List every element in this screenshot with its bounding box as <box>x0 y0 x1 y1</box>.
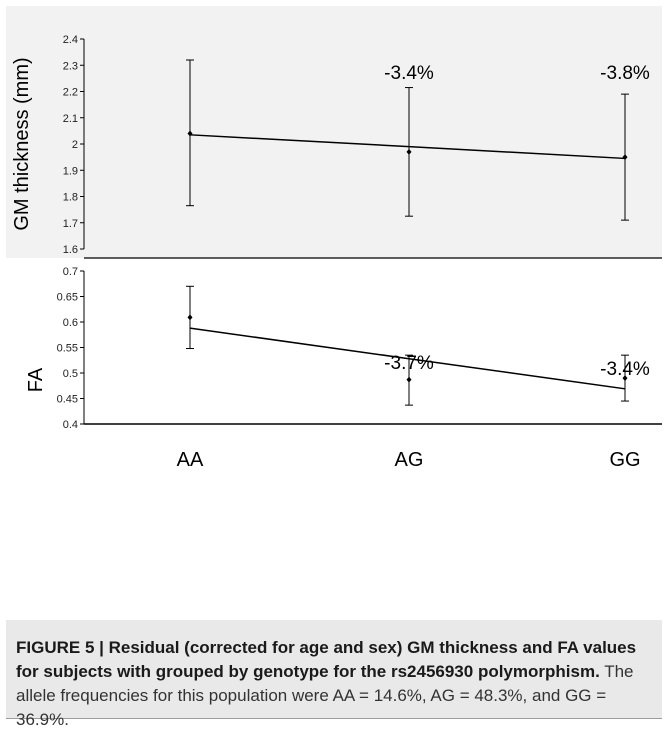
y-axis-label: GM thickness (mm) <box>11 57 33 230</box>
gm-thickness-panel: 1.6 1.7 1.8 1.9 2 2.1 2.2 2.3 2.4 GM thickness (m… <box>11 34 662 259</box>
y-axis-label: FA <box>25 367 47 392</box>
y-tick-label: 0.4 <box>63 419 78 431</box>
change-annotation: -3.7% <box>384 353 434 374</box>
mean-point <box>622 154 628 161</box>
y-tick-label: 0.55 <box>57 343 78 355</box>
x-category-label: AA <box>177 449 204 471</box>
figure-caption: FIGURE 5 | Residual (corrected for age a… <box>16 636 656 732</box>
mean-point <box>406 148 412 155</box>
y-tick-label: 1.7 <box>63 218 78 230</box>
y-tick-label: 0.7 <box>63 266 78 278</box>
x-category-label: GG <box>609 449 640 471</box>
mean-point <box>406 376 412 383</box>
caption-label: FIGURE 5 | Residual (corrected for age a… <box>16 638 637 681</box>
change-annotation: -3.4% <box>600 359 650 380</box>
y-tick-label: 2.3 <box>63 60 78 72</box>
top-panel-background <box>6 6 662 258</box>
mean-point <box>622 375 628 382</box>
y-tick-label: 0.5 <box>63 368 78 380</box>
y-tick-label: 2 <box>72 139 78 151</box>
y-tick-label: 1.8 <box>63 192 78 204</box>
y-tick-label: 0.45 <box>57 394 78 406</box>
x-category-label: AG <box>395 449 424 471</box>
y-tick-label: 1.9 <box>63 165 78 177</box>
caption-background <box>6 620 662 719</box>
mean-point <box>187 314 193 321</box>
y-tick-label: 1.6 <box>63 244 78 256</box>
y-tick-label: 0.65 <box>57 292 78 304</box>
y-tick-label: 2.1 <box>63 113 78 125</box>
change-annotation: -3.8% <box>600 63 650 84</box>
x-axis-category-labels: AA AG GG <box>177 449 641 471</box>
fa-panel: 0.4 0.45 0.5 0.55 0.6 0.65 0.7 FA -3.7% -3.4% <box>25 266 662 431</box>
change-annotation: -3.4% <box>384 63 434 84</box>
y-tick-label: 0.6 <box>63 317 78 329</box>
mean-point <box>187 130 193 137</box>
y-tick-label: 2.4 <box>63 34 78 46</box>
y-tick-label: 2.2 <box>63 87 78 99</box>
